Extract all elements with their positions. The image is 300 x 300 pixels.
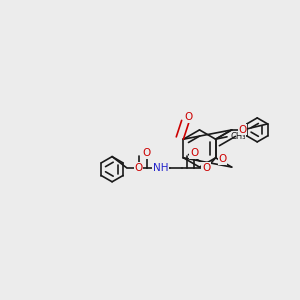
Text: NH: NH <box>153 163 168 173</box>
Text: CH₃: CH₃ <box>231 132 246 141</box>
Text: O: O <box>190 148 198 158</box>
Text: O: O <box>202 163 210 173</box>
Text: O: O <box>134 163 142 173</box>
Text: O: O <box>219 154 227 164</box>
Text: O: O <box>239 125 247 135</box>
Text: O: O <box>143 148 151 158</box>
Text: O: O <box>185 112 193 122</box>
